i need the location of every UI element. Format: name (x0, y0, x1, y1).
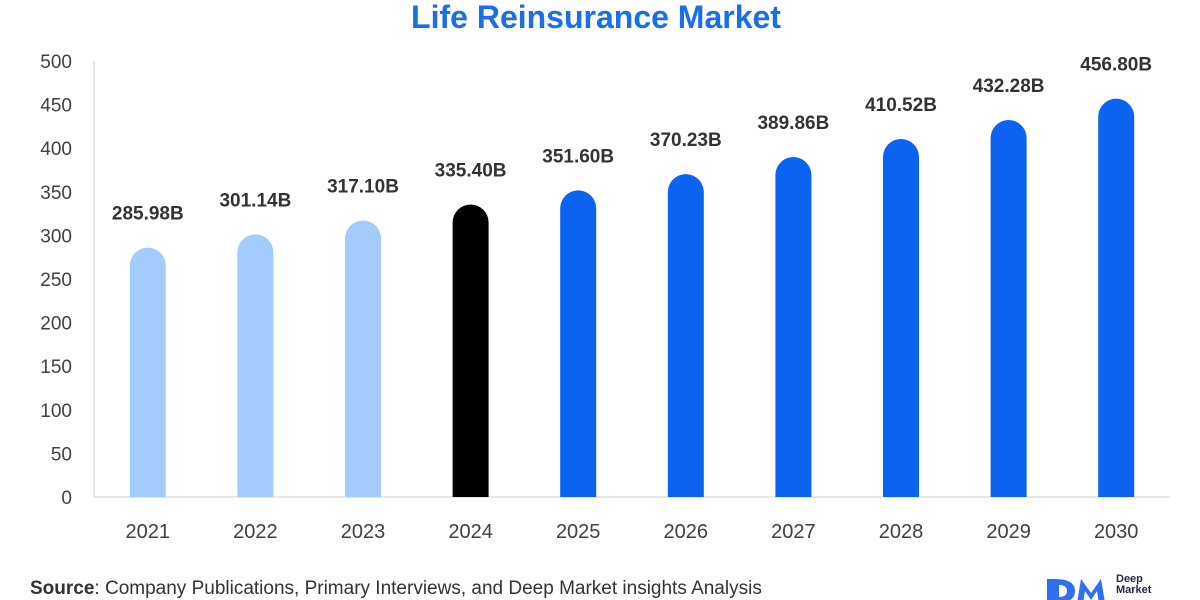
source-label: Source (30, 578, 95, 599)
y-tick-label: 400 (40, 139, 72, 160)
data-labels: 285.98B 301.14B 317.10B 335.40B 351.60B 370.2… (112, 55, 1152, 225)
data-label-2029: 432.28B (973, 76, 1045, 97)
bar-2028 (883, 139, 919, 497)
bar-2029 (990, 120, 1027, 497)
bar-2030 (1098, 98, 1135, 497)
data-label-2024: 335.40B (435, 161, 507, 182)
x-tick-label-2022: 2022 (233, 521, 278, 543)
y-tick-label: 300 (40, 226, 72, 247)
deep-market-logo: Deep Market (1045, 573, 1185, 600)
data-label-2026: 370.23B (650, 130, 722, 151)
source-note: Source: Company Publications, Primary In… (30, 578, 762, 600)
y-tick-label: 150 (40, 357, 72, 378)
data-label-2030: 456.80B (1080, 55, 1152, 76)
data-label-2023: 317.10B (327, 176, 399, 197)
bar-2026 (667, 174, 704, 498)
x-tick-label-2021: 2021 (126, 521, 171, 543)
data-label-2027: 389.86B (757, 113, 829, 134)
x-tick-label-2028: 2028 (879, 521, 924, 543)
bars (129, 98, 1135, 498)
y-tick-label: 500 (40, 52, 72, 73)
x-axis-ticks: 2021 2022 2023 2024 2025 2026 2027 2028 2029 2030 (126, 521, 1139, 543)
x-tick-label-2023: 2023 (341, 521, 386, 543)
dm-logo-icon (1047, 579, 1105, 600)
x-tick-label-2030: 2030 (1094, 521, 1139, 543)
data-label-2022: 301.14B (219, 190, 291, 211)
x-tick-label-2029: 2029 (986, 521, 1031, 543)
y-tick-label: 350 (40, 183, 72, 204)
x-tick-label-2027: 2027 (771, 521, 816, 543)
x-tick-label-2025: 2025 (556, 521, 601, 543)
logo-line-1: Deep (1116, 573, 1143, 585)
y-tick-label: 250 (40, 270, 72, 291)
data-label-2028: 410.52B (865, 95, 937, 116)
data-label-2021: 285.98B (112, 204, 184, 225)
bar-2024 (452, 204, 489, 498)
y-tick-label: 100 (40, 401, 72, 422)
y-tick-label: 450 (40, 96, 72, 117)
data-label-2025: 351.60B (542, 146, 614, 167)
x-tick-label-2024: 2024 (448, 521, 493, 543)
source-text: : Company Publications, Primary Intervie… (94, 578, 762, 599)
bar-2021 (129, 247, 166, 497)
bar-2022 (237, 234, 274, 497)
bar-2023 (345, 220, 381, 497)
x-tick-label-2026: 2026 (664, 521, 709, 543)
logo-wordmark: Deep Market (1116, 574, 1151, 596)
y-tick-label: 200 (40, 314, 72, 335)
logo-line-2: Market (1116, 584, 1152, 596)
chart-title: Life Reinsurance Market (411, 0, 781, 35)
bar-2025 (560, 190, 597, 497)
y-axis-ticks: 0 50 100 150 200 250 300 350 400 450 500 (40, 52, 72, 509)
y-tick-label: 0 (61, 488, 72, 509)
bar-2027 (775, 157, 812, 497)
y-tick-label: 50 (51, 444, 72, 465)
